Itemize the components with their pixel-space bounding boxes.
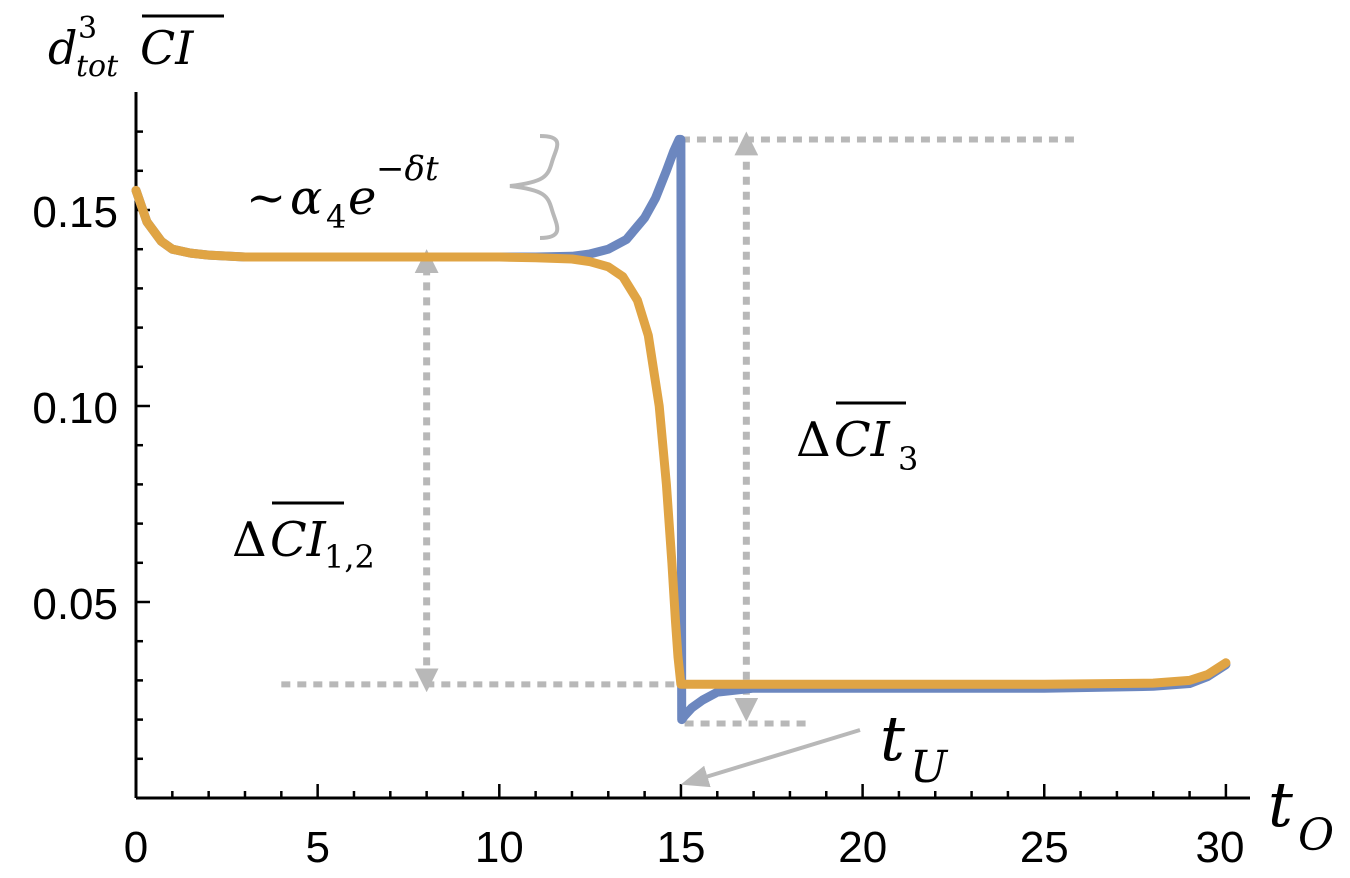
x-tick-label: 10 — [475, 823, 524, 872]
decay-alpha: α — [290, 170, 322, 226]
x-tick-label: 30 — [1196, 823, 1245, 872]
delta3-delta: Δ — [796, 412, 831, 468]
x-tick-label: 5 — [305, 823, 329, 872]
delta3-ci: CI — [834, 412, 891, 468]
decay-alpha-sub: 4 — [326, 198, 346, 236]
decay-tilde: ~ — [246, 170, 286, 226]
y-label-sub: tot — [76, 49, 119, 84]
delta-ci-3-label: Δ CI 3 — [796, 401, 918, 478]
decay-exponent: −δt — [376, 149, 439, 189]
tu-sub: U — [910, 742, 949, 793]
y-tick-label: 0.15 — [32, 188, 118, 237]
delta12-ci: CI — [270, 512, 327, 568]
annotation-lines — [281, 131, 1081, 727]
series-line-orange — [131, 185, 1231, 689]
y-tick-label: 0.10 — [32, 384, 118, 433]
x-tick-labels: 0 5 10 15 20 25 30 — [124, 823, 1245, 872]
decay-e: e — [348, 170, 376, 226]
delta12-sub: 1,2 — [324, 538, 375, 576]
delta-ci-12-label: Δ CI 1,2 — [232, 501, 375, 576]
x-tick-label: 20 — [838, 823, 887, 872]
axes — [134, 92, 1250, 800]
series-layer — [131, 134, 1231, 725]
decay-annotation: ~ α 4 e −δt — [246, 149, 439, 236]
y-label-sup: 3 — [78, 11, 97, 46]
x-ticks — [134, 784, 1228, 798]
series-line-blue — [131, 134, 1231, 725]
curly-brace — [509, 134, 560, 240]
y-label-over: CI — [140, 21, 194, 75]
tu-base: t — [880, 702, 905, 775]
x-label-sub: O — [1298, 810, 1334, 861]
y-tick-label: 0.05 — [32, 580, 118, 629]
y-axis-label: d 3 tot CI — [48, 11, 224, 84]
y-tick-labels: 0.05 0.10 0.15 — [32, 188, 118, 629]
x-axis-label: t O — [1268, 768, 1334, 861]
x-tick-label: 25 — [1020, 823, 1069, 872]
x-label-base: t — [1268, 768, 1293, 841]
x-tick-label: 15 — [657, 823, 706, 872]
tu-label: t U — [880, 702, 949, 793]
tu-pointer-arrow — [680, 728, 861, 788]
y-label-base: d — [48, 21, 77, 75]
delta3-sub: 3 — [898, 440, 918, 478]
delta12-delta: Δ — [232, 512, 267, 568]
x-tick-label: 0 — [124, 823, 148, 872]
